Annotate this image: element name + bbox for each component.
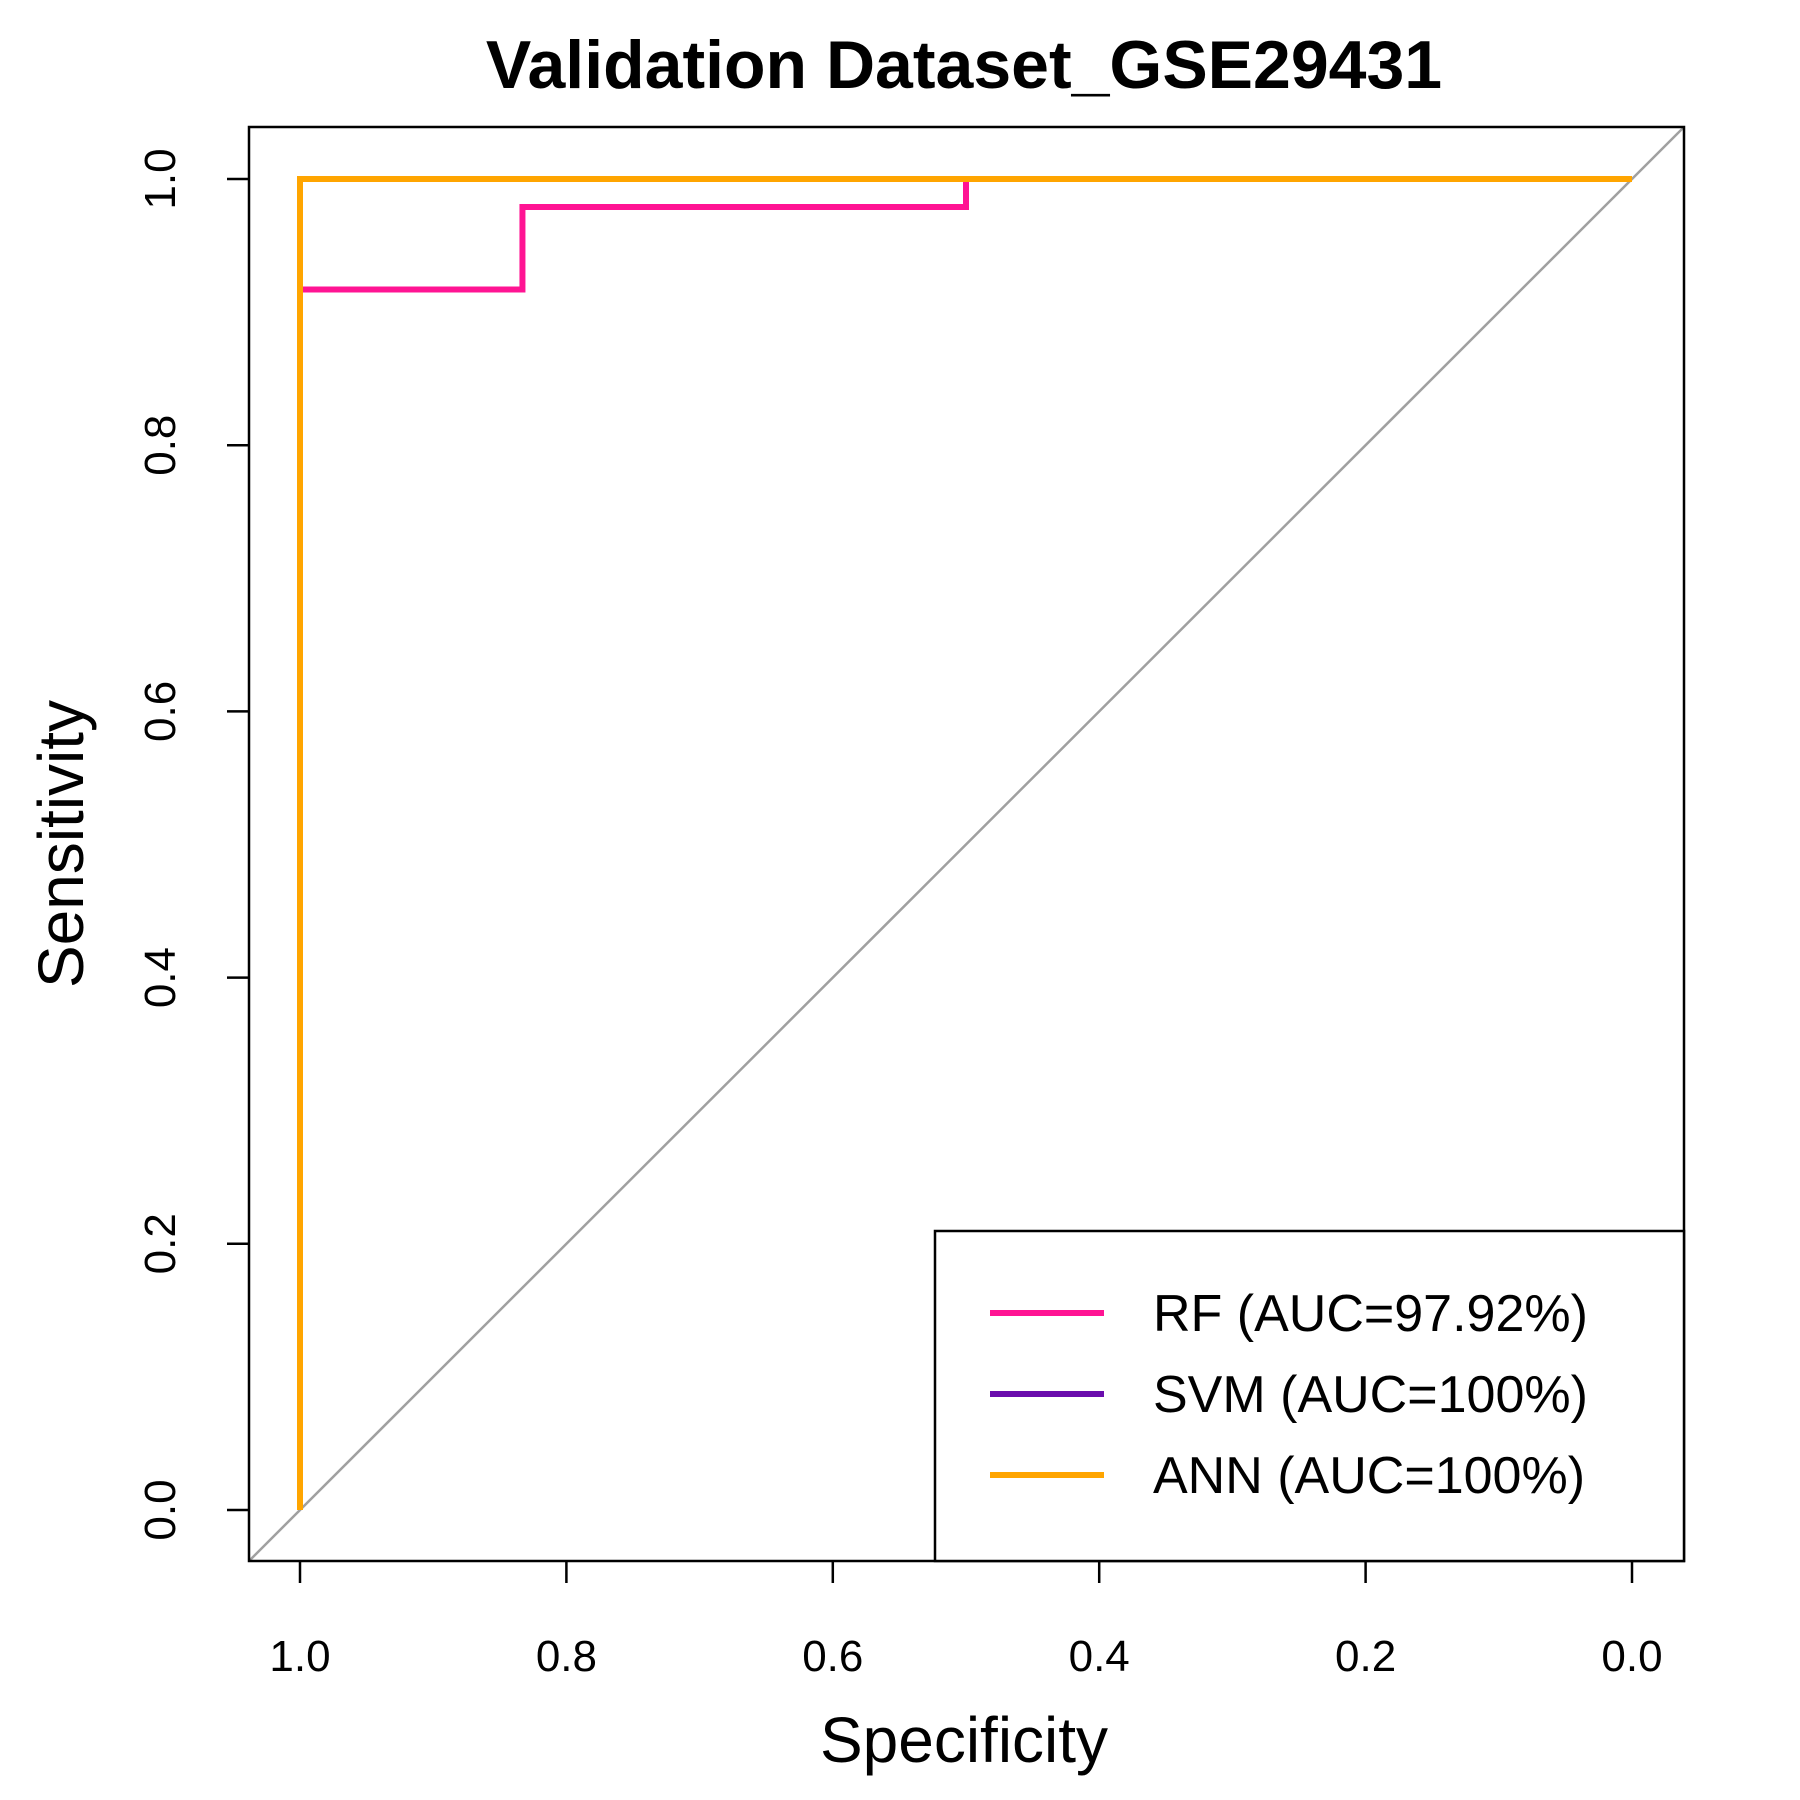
y-tick-label: 0.0 [136,1479,185,1540]
legend-label: ANN (AUC=100%) [1153,1447,1585,1505]
legend-label: SVM (AUC=100%) [1153,1366,1588,1424]
y-tick-label: 0.8 [136,415,185,476]
y-tick-label: 0.2 [136,1213,185,1274]
x-tick-label: 0.8 [536,1632,597,1681]
chart-title: Validation Dataset_GSE29431 [486,27,1442,103]
y-axis: 0.0 0.2 0.4 0.6 0.8 1.0 [136,148,249,1541]
y-tick-label: 0.4 [136,947,185,1008]
x-axis: 1.0 0.8 0.6 0.4 0.2 0.0 [269,1561,1663,1681]
plot-lines [248,126,1685,1562]
y-axis-label: Sensitivity [25,700,97,988]
y-tick-label: 0.6 [136,681,185,742]
x-tick-label: 0.4 [1069,1632,1130,1681]
reference-diagonal-line [248,126,1685,1562]
series-line-ann [297,176,1632,1510]
x-tick-label: 0.6 [802,1632,863,1681]
x-axis-label: Specificity [820,1704,1108,1776]
x-tick-label: 0.0 [1601,1632,1662,1681]
legend-label: RF (AUC=97.92%) [1153,1285,1588,1343]
legend: RF (AUC=97.92%) SVM (AUC=100%) ANN (AUC=10… [933,1229,1686,1563]
x-tick-label: 0.2 [1335,1632,1396,1681]
y-tick-label: 1.0 [136,148,185,209]
x-tick-label: 1.0 [269,1632,330,1681]
